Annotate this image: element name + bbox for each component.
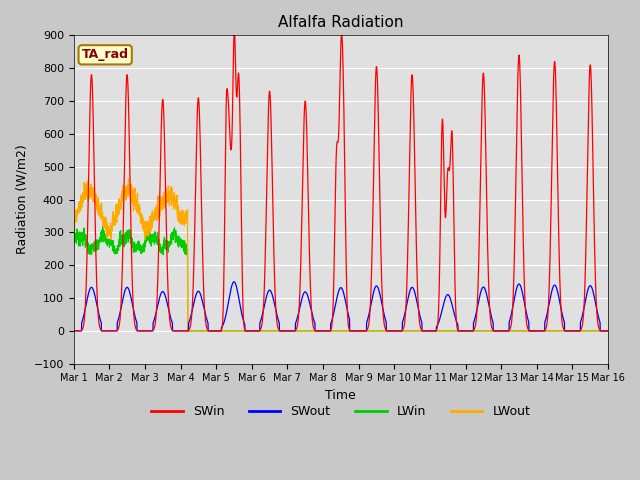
LWin: [393, 328, 401, 334]
SWout: [554, 288, 561, 294]
LWin: [554, 328, 561, 334]
SWin: [230, 26, 238, 32]
LWout: [403, 328, 410, 334]
LWout: [604, 328, 612, 334]
LWout: [604, 328, 612, 334]
LWout: [393, 328, 401, 334]
SWout: [403, 304, 410, 310]
SWout: [70, 328, 77, 334]
LWin: [220, 328, 227, 334]
SWin: [393, 328, 401, 334]
LWin: [70, 236, 77, 241]
SWin: [184, 328, 192, 334]
SWout: [604, 328, 612, 334]
SWout: [604, 328, 612, 334]
LWout: [184, 328, 192, 334]
LWin: [403, 328, 410, 334]
Line: LWin: LWin: [74, 227, 608, 331]
LWin: [184, 328, 191, 334]
LWout: [70, 229, 77, 235]
Text: TA_rad: TA_rad: [82, 48, 129, 61]
SWin: [604, 328, 612, 334]
LWin: [184, 328, 192, 334]
Title: Alfalfa Radiation: Alfalfa Radiation: [278, 15, 404, 30]
SWout: [184, 328, 192, 334]
SWout: [230, 279, 238, 285]
SWin: [70, 328, 77, 334]
SWin: [604, 328, 612, 334]
SWout: [219, 322, 227, 328]
SWin: [403, 293, 410, 299]
X-axis label: Time: Time: [326, 389, 356, 402]
SWout: [393, 328, 401, 334]
LWin: [604, 328, 612, 334]
LWin: [99, 224, 106, 229]
SWin: [355, 328, 362, 334]
Line: SWin: SWin: [74, 29, 608, 331]
LWout: [554, 328, 561, 334]
SWin: [219, 314, 227, 320]
Legend: SWin, SWout, LWin, LWout: SWin, SWout, LWin, LWout: [147, 400, 535, 423]
SWin: [554, 171, 561, 177]
Y-axis label: Radiation (W/m2): Radiation (W/m2): [15, 144, 28, 254]
LWin: [604, 328, 612, 334]
LWout: [220, 328, 227, 334]
LWout: [125, 176, 132, 181]
LWout: [184, 328, 191, 334]
Line: LWout: LWout: [74, 179, 608, 331]
Line: SWout: SWout: [74, 282, 608, 331]
